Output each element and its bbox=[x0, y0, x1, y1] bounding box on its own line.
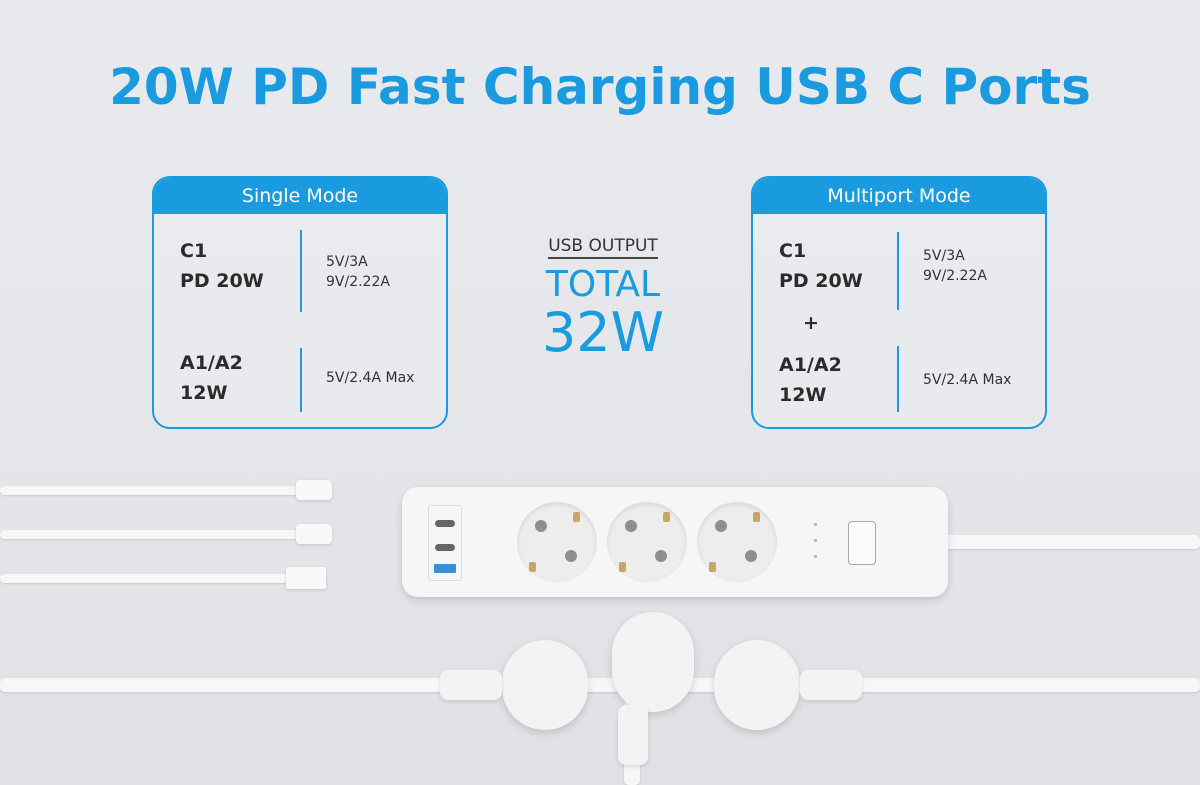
c1-specs: 5V/3A 9V/2.22A bbox=[923, 246, 987, 286]
spec-line: 5V/3A bbox=[326, 254, 368, 270]
spec-line: 9V/2.22A bbox=[326, 274, 390, 290]
port-power: PD 20W bbox=[779, 270, 863, 292]
socket-hole bbox=[745, 550, 757, 562]
plug-icon bbox=[612, 612, 694, 712]
usb-c-connector-icon bbox=[296, 524, 332, 544]
schuko-socket-icon bbox=[517, 502, 597, 582]
ground-pin bbox=[573, 512, 580, 522]
a1a2-label: A1/A2 12W bbox=[779, 350, 842, 410]
power-strip bbox=[402, 487, 948, 597]
schuko-socket-icon bbox=[607, 502, 687, 582]
socket-hole bbox=[715, 520, 727, 532]
ground-pin bbox=[663, 512, 670, 522]
indicator-light bbox=[814, 523, 817, 526]
socket-hole bbox=[565, 550, 577, 562]
ground-pin bbox=[619, 562, 626, 572]
plug-strain-relief bbox=[618, 705, 648, 765]
total-label: TOTAL bbox=[545, 264, 661, 305]
indicator-light bbox=[814, 539, 817, 542]
divider bbox=[897, 232, 899, 310]
total-watts: 32W bbox=[541, 301, 665, 364]
usb-a-cable bbox=[0, 574, 290, 583]
indicator-light bbox=[814, 555, 817, 558]
usb-c-cable bbox=[0, 486, 300, 495]
port-power: 12W bbox=[779, 384, 827, 406]
multiport-mode-header: Multiport Mode bbox=[753, 178, 1045, 214]
usb-output-total: USB OUTPUT TOTAL 32W bbox=[520, 236, 686, 361]
divider bbox=[300, 348, 302, 412]
ground-pin bbox=[709, 562, 716, 572]
spec-line: 5V/2.4A Max bbox=[923, 372, 1012, 388]
port-name: C1 bbox=[180, 240, 208, 262]
socket-hole bbox=[655, 550, 667, 562]
plug-cable bbox=[0, 678, 1200, 692]
usb-c-cable bbox=[0, 530, 300, 539]
headline: 20W PD Fast Charging USB C Ports bbox=[109, 58, 1091, 116]
socket-hole bbox=[625, 520, 637, 532]
usb-a-port-icon bbox=[434, 564, 456, 573]
schuko-socket-icon bbox=[697, 502, 777, 582]
divider bbox=[897, 346, 899, 412]
ground-pin bbox=[753, 512, 760, 522]
spec-line: 9V/2.22A bbox=[923, 268, 987, 284]
plug-icon bbox=[714, 640, 800, 730]
a1a2-specs: 5V/2.4A Max bbox=[326, 368, 414, 388]
plug-strain-relief bbox=[800, 670, 862, 700]
c1-label: C1 PD 20W bbox=[180, 236, 264, 296]
usb-c-connector-icon bbox=[296, 480, 332, 500]
plus-sign: + bbox=[803, 312, 819, 334]
c1-specs: 5V/3A 9V/2.22A bbox=[326, 252, 390, 292]
power-switch[interactable] bbox=[848, 521, 876, 565]
port-name: A1/A2 bbox=[180, 352, 243, 374]
port-power: 12W bbox=[180, 382, 228, 404]
single-mode-card: Single Mode C1 PD 20W 5V/3A 9V/2.22A A1/… bbox=[152, 176, 448, 429]
spec-line: 5V/2.4A Max bbox=[326, 370, 415, 386]
indicator-lights bbox=[810, 515, 818, 571]
ground-pin bbox=[529, 562, 536, 572]
port-power: PD 20W bbox=[180, 270, 264, 292]
divider bbox=[300, 230, 302, 312]
spec-line: 5V/3A bbox=[923, 248, 965, 264]
multiport-mode-card: Multiport Mode C1 PD 20W + 5V/3A 9V/2.22… bbox=[751, 176, 1047, 429]
port-name: C1 bbox=[779, 240, 807, 262]
port-name: A1/A2 bbox=[779, 354, 842, 376]
usb-output-label: USB OUTPUT bbox=[548, 236, 658, 259]
power-cord bbox=[940, 535, 1200, 549]
usb-c-port-icon bbox=[435, 544, 455, 551]
usb-port-panel bbox=[428, 505, 462, 581]
a1a2-label: A1/A2 12W bbox=[180, 348, 243, 408]
socket-hole bbox=[535, 520, 547, 532]
single-mode-header: Single Mode bbox=[154, 178, 446, 214]
usb-c-port-icon bbox=[435, 520, 455, 527]
plug-icon bbox=[502, 640, 588, 730]
a1a2-specs: 5V/2.4A Max bbox=[923, 370, 1011, 390]
c1-label: C1 PD 20W bbox=[779, 236, 863, 296]
plug-strain-relief bbox=[440, 670, 502, 700]
usb-a-connector-icon bbox=[286, 567, 326, 589]
